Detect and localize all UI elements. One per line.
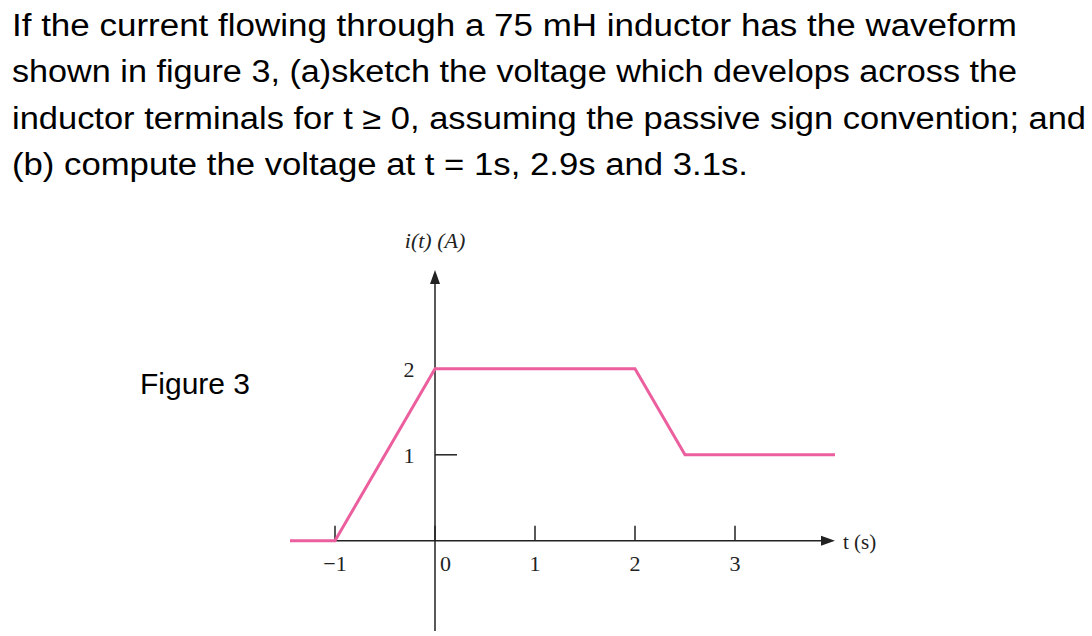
question-line: shown in figure 3, (a)sketch the voltage… <box>12 54 1017 89</box>
x-tick-label: −1 <box>323 551 346 576</box>
question-line: inductor terminals for t ≥ 0, assuming t… <box>12 101 1086 136</box>
question-line: (b) compute the voltage at t = 1s, 2.9s … <box>12 147 748 182</box>
x-tick <box>634 526 636 541</box>
x-axis <box>290 540 827 542</box>
canvas: If the current flowing through a 75 mH i… <box>0 0 1092 636</box>
x-tick-label: 1 <box>530 551 541 576</box>
y-axis-arrow <box>430 270 440 284</box>
x-tick-label: 2 <box>630 551 641 576</box>
x-tick <box>734 526 736 541</box>
y-tick-label: 1 <box>404 443 415 468</box>
x-tick <box>434 526 436 541</box>
x-tick-label: 0 <box>440 551 451 576</box>
x-tick-label: 3 <box>730 551 741 576</box>
y-tick <box>435 454 457 456</box>
plot-area <box>290 369 835 541</box>
x-axis-arrow <box>821 536 835 546</box>
question-line: If the current flowing through a 75 mH i… <box>12 8 1017 43</box>
figure-label: Figure 3 <box>140 367 250 400</box>
y-tick-label: 2 <box>404 357 415 382</box>
x-tick <box>534 526 536 541</box>
page: If the current flowing through a 75 mH i… <box>0 0 1092 636</box>
y-axis-label: i(t) (A) <box>405 228 465 253</box>
current-waveform <box>290 369 835 541</box>
x-axis-label: t (s) <box>843 530 876 554</box>
